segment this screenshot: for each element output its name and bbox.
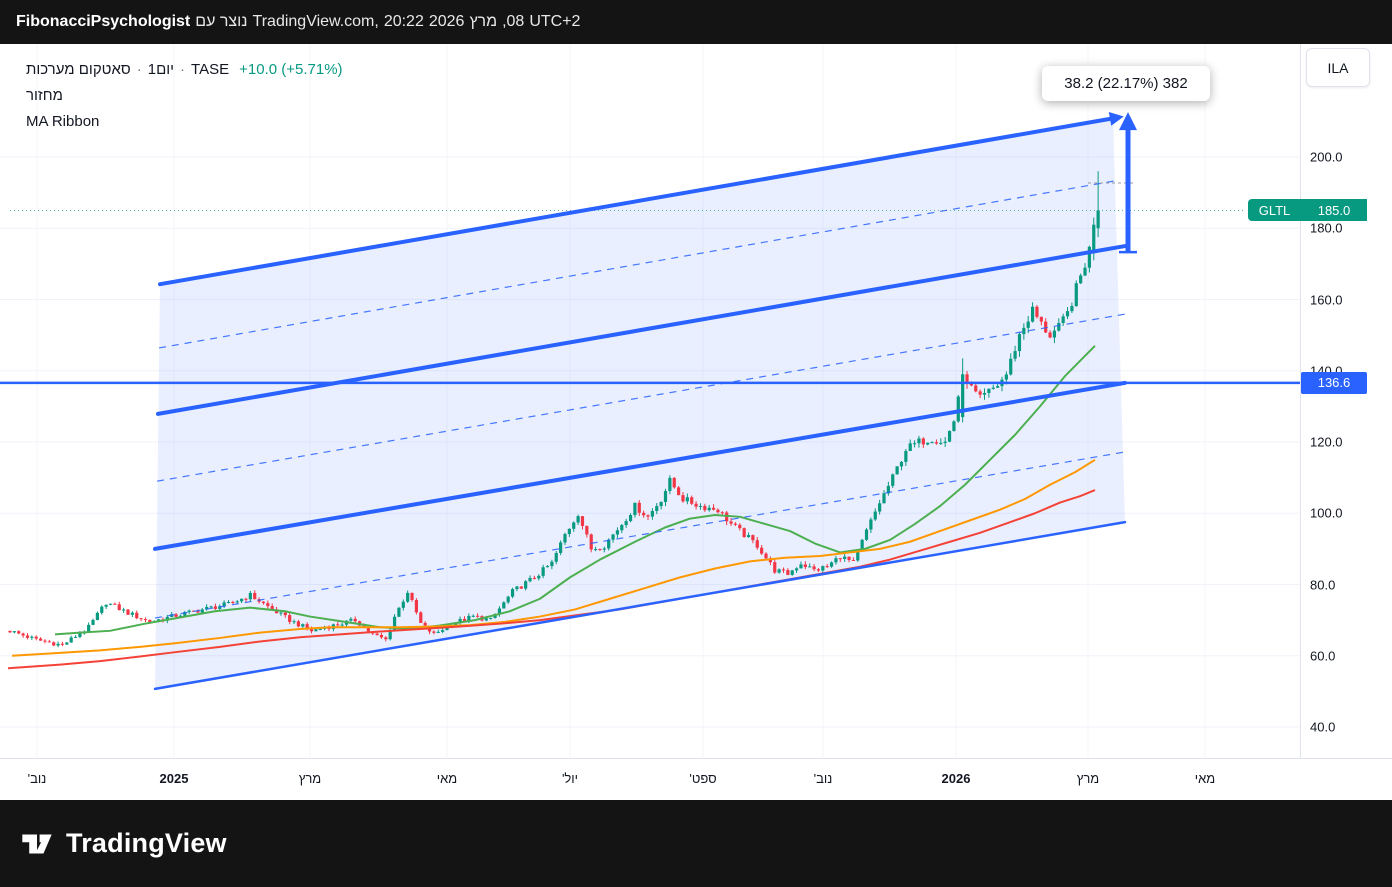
ticker-price-tag: GLTL xyxy=(1248,199,1301,222)
time-axis-label: נוב' xyxy=(813,771,833,786)
up-arrow-drawing[interactable] xyxy=(1119,112,1137,254)
author-username: FibonacciPsychologist xyxy=(16,13,191,30)
price-axis-tick: 100.0 xyxy=(1310,505,1343,521)
channel-fill[interactable] xyxy=(155,117,1125,689)
created-with-text: נוצר עם xyxy=(195,13,248,30)
price-axis-tick: 160.0 xyxy=(1310,292,1343,307)
time-axis-label: 2026 xyxy=(941,771,971,786)
ma-mid-orange xyxy=(11,458,1096,657)
ma-fast-green xyxy=(54,345,1096,636)
current-price-label: 185.0 xyxy=(1301,199,1367,222)
currency-button[interactable]: ILA xyxy=(1306,48,1370,87)
price-chart-svg[interactable] xyxy=(0,44,1300,758)
time-axis-label: מאי xyxy=(436,771,458,786)
chart-legend: סאטקום מערכות · 1יום · TASE +10.0 (+5.71… xyxy=(26,56,343,134)
chart-area[interactable]: סאטקום מערכות · 1יום · TASE +10.0 (+5.71… xyxy=(0,44,1392,801)
interval-label: 1יום xyxy=(147,60,175,78)
price-axis-tick: 40.0 xyxy=(1310,719,1336,735)
price-axis-tick: 200.0 xyxy=(1310,149,1343,165)
price-change-label: +10.0 (+5.71%) xyxy=(239,60,343,78)
separator-dot: · xyxy=(136,60,142,78)
time-axis-label: מאי xyxy=(1194,771,1216,786)
time-axis[interactable]: נוב' 2025 מרץ מאי יול' ספט' נוב' 2026 מרץ מאי xyxy=(0,758,1392,801)
exchange-label: TASE xyxy=(191,60,230,78)
horizontal-line-price-label: 136.6 xyxy=(1301,371,1367,394)
time-axis-label: 2025 xyxy=(159,771,189,786)
time-axis-label: יול' xyxy=(561,771,579,786)
price-axis[interactable]: 200.0 180.0 160.0 140.0 120.0 100.0 80.0 60.0 40… xyxy=(1300,44,1392,758)
price-axis-tick: 60.0 xyxy=(1310,648,1336,664)
tradingview-wordmark[interactable]: TradingView xyxy=(66,828,227,858)
volume-indicator-label: מחזור xyxy=(26,86,63,104)
tradingview-logo-icon[interactable] xyxy=(18,825,56,863)
site-text: TradingView.com, xyxy=(252,13,379,30)
ma-ribbon-legend-row[interactable]: MA Ribbon xyxy=(26,108,343,134)
price-axis-tick: 80.0 xyxy=(1310,577,1336,592)
separator-dot: · xyxy=(180,60,186,78)
price-axis-tick: 120.0 xyxy=(1310,434,1343,450)
timestamp-year: 2026 xyxy=(428,13,465,30)
volume-legend-row[interactable]: מחזור xyxy=(26,82,343,108)
footer-bar: TradingView xyxy=(0,800,1392,887)
price-axis-tick: 180.0 xyxy=(1310,220,1343,236)
parallel-channel-drawing[interactable] xyxy=(153,111,1127,691)
timestamp-month: מרץ xyxy=(469,13,498,30)
price-target-text: 38.2 (22.17%) 382 xyxy=(1064,75,1188,92)
timestamp-tz: UTC+2 xyxy=(529,13,581,30)
price-target-tooltip[interactable]: 38.2 (22.17%) 382 xyxy=(1042,66,1210,101)
time-axis-label: נוב' xyxy=(27,771,47,786)
timestamp-time: 20:22 xyxy=(383,13,424,30)
time-axis-label: מרץ xyxy=(1076,771,1100,786)
top-bar: FibonacciPsychologist נוצר עם TradingVie… xyxy=(0,0,1392,44)
symbol-legend-row[interactable]: סאטקום מערכות · 1יום · TASE +10.0 (+5.71… xyxy=(26,56,343,82)
time-axis-label: מרץ xyxy=(298,771,322,786)
ma-ribbon-label: MA Ribbon xyxy=(26,112,100,130)
timestamp-day: ,08 xyxy=(502,13,525,30)
grid-lines xyxy=(0,44,1300,758)
symbol-name: סאטקום מערכות xyxy=(26,60,131,78)
time-axis-label: ספט' xyxy=(689,771,717,786)
